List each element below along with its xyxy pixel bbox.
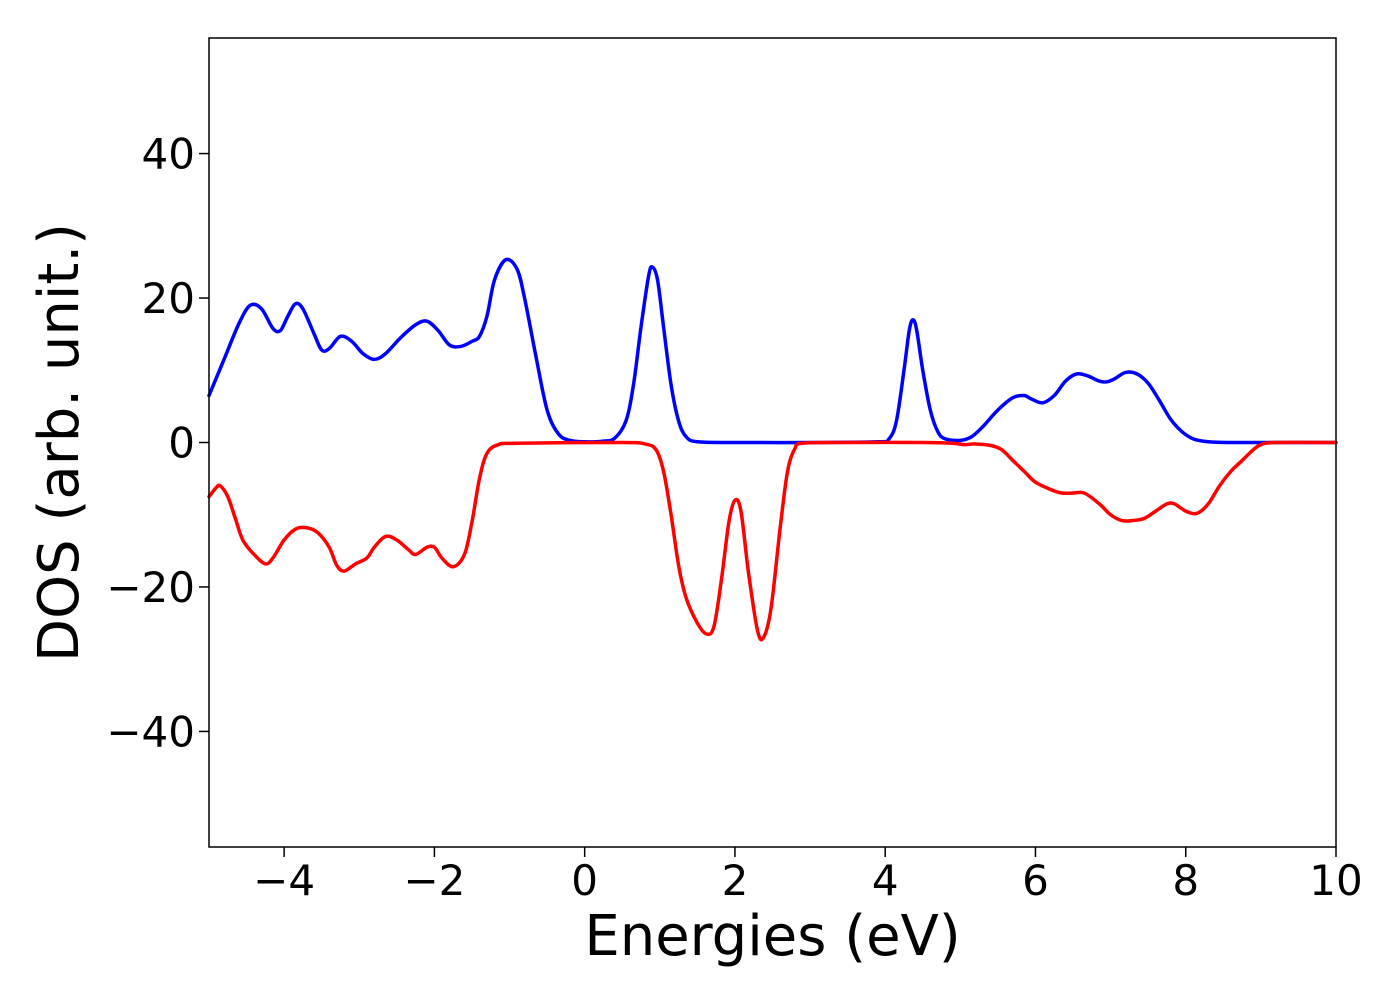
x-tick-label: 10 (1309, 856, 1362, 905)
y-tick-label: 0 (168, 419, 195, 468)
series-layer (207, 257, 1338, 642)
y-tick-label: 40 (142, 130, 195, 179)
x-tick-label: 2 (722, 856, 749, 905)
x-tick-label: −2 (403, 856, 465, 905)
y-tick-label: −20 (106, 563, 195, 612)
x-tick-label: 6 (1022, 856, 1049, 905)
x-axis-title: Energies (eV) (584, 904, 960, 969)
plot-frame (208, 37, 1337, 848)
x-tick-label: 0 (571, 856, 598, 905)
y-tick-label: −40 (106, 707, 195, 756)
series-line-2 (207, 440, 1338, 642)
y-axis-title: DOS (arb. unit.) (27, 223, 92, 662)
x-tick-label: −4 (253, 856, 315, 905)
x-tick-label: 4 (872, 856, 899, 905)
series-line-1 (207, 257, 1338, 445)
x-tick-label: 8 (1172, 856, 1199, 905)
y-tick-label: 20 (142, 274, 195, 323)
